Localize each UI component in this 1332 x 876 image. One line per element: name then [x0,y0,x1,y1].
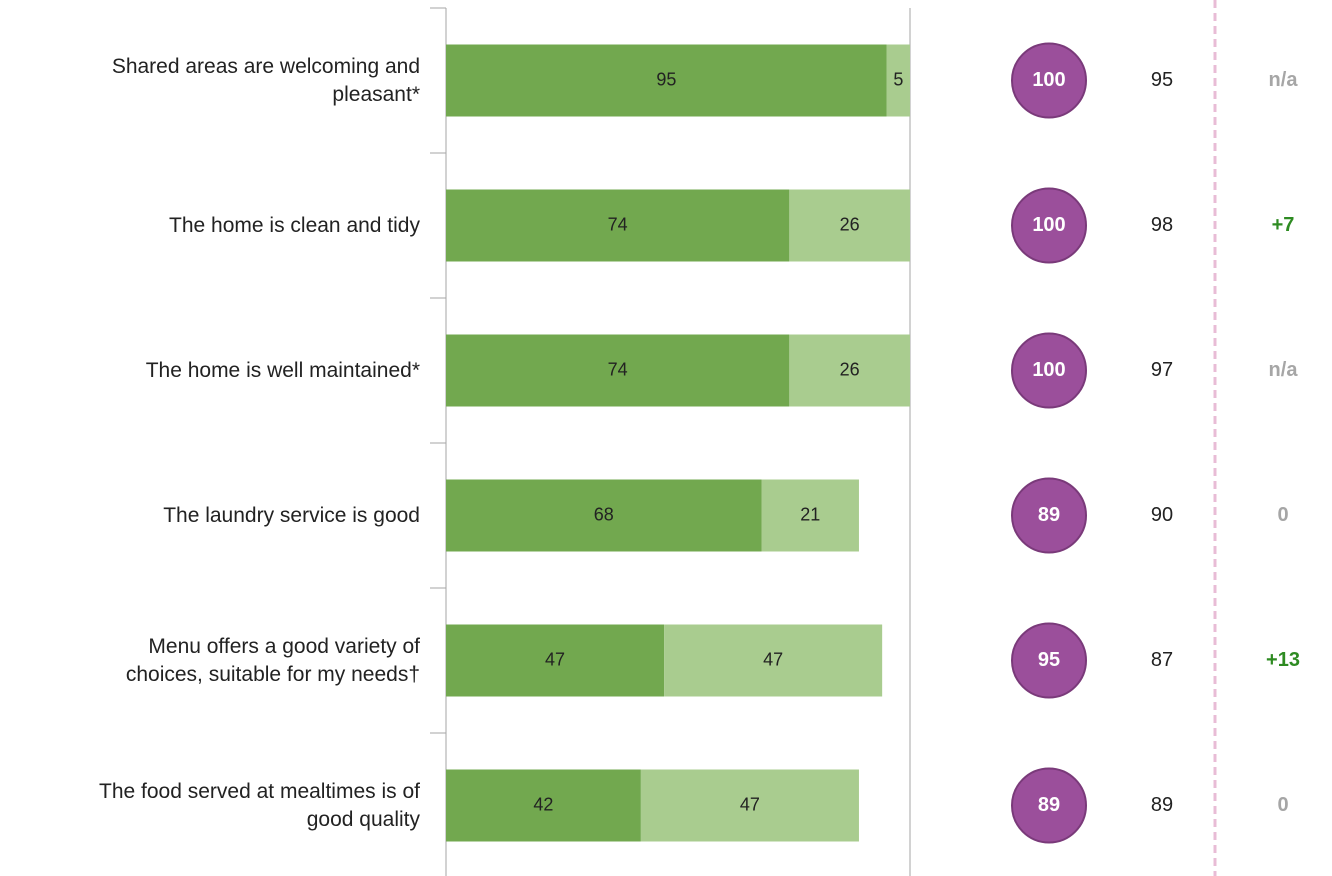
bar-segment [789,189,910,262]
bar-segment [446,44,887,117]
total-label: 100 [1032,214,1065,236]
change-label: +7 [1272,214,1295,236]
total-label: 89 [1038,794,1060,816]
bar-segment [446,189,790,262]
total-badge [1011,622,1087,699]
total-label: 95 [1038,649,1060,671]
comparison-label: 87 [1151,649,1173,671]
category-label: The food served at mealtimes is of good … [99,779,420,831]
data-label: 21 [800,504,820,524]
data-label: 74 [608,359,628,379]
bar-segment [446,624,665,697]
data-label: 47 [763,649,783,669]
category-label: The home is clean and tidy [169,213,420,237]
category-label: Shared areas are welcoming and pleasant* [111,54,420,106]
data-label: 74 [608,214,628,234]
comparison-label: 89 [1151,794,1173,816]
bar-segment [886,44,910,117]
bar-segment [446,334,790,407]
bar-segment [446,769,641,842]
data-label: 26 [840,214,860,234]
total-label: 100 [1032,359,1065,381]
category-label: The laundry service is good [163,503,420,527]
data-label: 95 [656,69,676,89]
data-label: 68 [594,504,614,524]
data-label: 5 [893,69,903,89]
category-label: Menu offers a good variety of choices, s… [125,634,420,686]
bar-segment [789,334,910,407]
change-label: n/a [1269,69,1299,91]
data-label: 47 [740,794,760,814]
total-label: 100 [1032,69,1065,91]
bar-segment [640,769,859,842]
change-label: n/a [1269,359,1299,381]
change-label: +13 [1266,649,1300,671]
change-label: 0 [1277,504,1288,526]
total-badge [1011,477,1087,554]
data-label: 47 [545,649,565,669]
bar-segment [446,479,762,552]
category-label: The home is well maintained* [145,358,420,382]
comparison-label: 98 [1151,214,1173,236]
total-badge [1011,42,1087,119]
bar-segment [761,479,859,552]
comparison-label: 95 [1151,69,1173,91]
data-label: 42 [533,794,553,814]
comparison-label: 90 [1151,504,1173,526]
total-badge [1011,767,1087,844]
data-label: 26 [840,359,860,379]
total-badge [1011,187,1087,264]
total-label: 89 [1038,504,1060,526]
total-badge [1011,332,1087,409]
bar-segment [664,624,883,697]
change-label: 0 [1277,794,1288,816]
comparison-label: 97 [1151,359,1173,381]
